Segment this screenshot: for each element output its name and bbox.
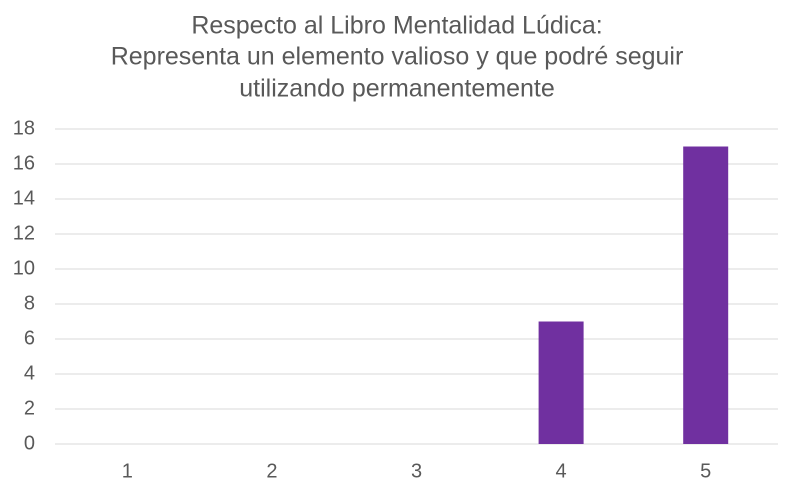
y-tick-label: 14: [13, 187, 35, 209]
chart-title: utilizando permanentemente: [239, 75, 554, 103]
y-tick-label: 0: [24, 432, 35, 454]
x-tick-label: 1: [122, 460, 133, 482]
y-tick-label: 12: [13, 222, 35, 244]
y-tick-label: 10: [13, 257, 35, 279]
x-tick-label: 2: [266, 460, 277, 482]
chart-title: Representa un elemento valioso y que pod…: [111, 43, 684, 71]
y-tick-label: 6: [24, 327, 35, 349]
x-tick-label: 4: [556, 460, 567, 482]
x-tick-label: 3: [411, 460, 422, 482]
bar: [538, 321, 584, 444]
y-tick-label: 18: [13, 117, 35, 139]
y-tick-label: 2: [24, 397, 35, 419]
y-tick-label: 8: [24, 292, 35, 314]
chart-title: Respecto al Libro Mentalidad Lúdica:: [191, 12, 602, 40]
y-tick-label: 16: [13, 152, 35, 174]
y-tick-label: 4: [24, 362, 35, 384]
x-tick-label: 5: [700, 460, 711, 482]
bar: [683, 146, 729, 444]
